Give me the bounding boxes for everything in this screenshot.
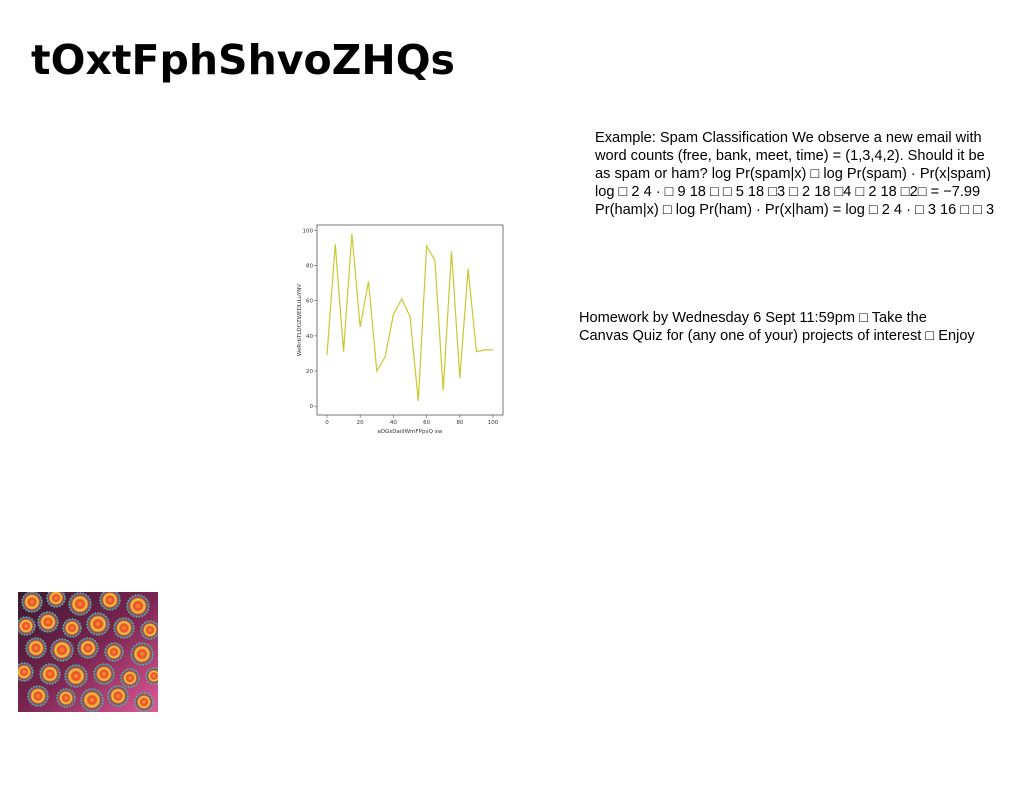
y-tick-label: 100 bbox=[303, 228, 314, 234]
x-tick-label: 60 bbox=[423, 420, 430, 426]
example-text-block: Example: Spam Classification We observe … bbox=[595, 130, 995, 218]
x-tick-label: 20 bbox=[357, 420, 364, 426]
x-tick-label: 40 bbox=[390, 420, 397, 426]
x-axis-label: eDGsDaiiIWmFPpvQ xw bbox=[378, 429, 443, 435]
series-line bbox=[326, 233, 494, 401]
y-tick-label: 40 bbox=[306, 334, 313, 340]
y-tick-label: 80 bbox=[306, 263, 313, 269]
y-tick-label: 20 bbox=[306, 369, 313, 375]
x-tick-label: 100 bbox=[488, 420, 499, 426]
x-tick-label: 0 bbox=[325, 420, 329, 426]
coral-polyps-image bbox=[18, 592, 158, 712]
page-title: tOxtFphShvoZHQs bbox=[31, 36, 455, 84]
y-tick-label: 60 bbox=[306, 299, 313, 305]
line-chart: 0 20 40 60 80 100 0 20 40 60 80 100 eDGsDaiiIWmFPp… bbox=[297, 224, 504, 435]
y-axis-label: WeRrbTLDOZWEDLiLuYNV bbox=[297, 284, 303, 356]
plot-frame bbox=[316, 224, 504, 416]
homework-text-block: Homework by Wednesday 6 Sept 11:59pm □ T… bbox=[579, 310, 975, 344]
y-tick-label: 0 bbox=[310, 404, 314, 410]
x-tick-label: 80 bbox=[456, 420, 463, 426]
